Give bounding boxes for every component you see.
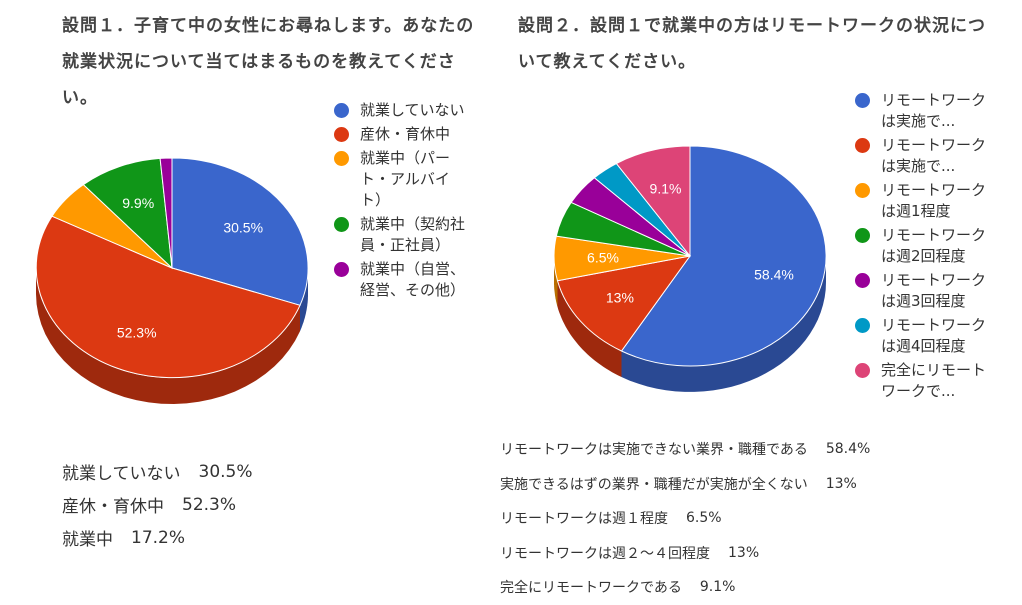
q1-summary-label: 就業していない — [62, 464, 181, 484]
q2-summary-label: 完全にリモートワークである — [500, 580, 682, 597]
q1-summary-row: 就業中 17.2% — [62, 521, 253, 554]
legend-1-swatch — [334, 127, 349, 142]
legend-2-label: リモートワークは週1程度 — [881, 181, 987, 220]
q2-summary-label: リモートワークは実施できない業界・職種である — [500, 442, 808, 459]
legend-2-swatch — [855, 363, 870, 378]
pie-1-side — [300, 268, 308, 332]
q1-summary: 就業していない 30.5% 産休・育休中 52.3% 就業中 17.2% — [62, 455, 253, 554]
pie-1-slice — [35, 215, 301, 379]
legend-2-swatch — [855, 93, 870, 108]
pie-2-side — [621, 256, 826, 392]
q2-summary-value: 13% — [825, 475, 857, 492]
pie-1-slice — [159, 157, 173, 269]
legend-1-item: 就業していない — [334, 100, 470, 121]
legend-2-item: リモートワークは週2回程度 — [855, 225, 995, 267]
q2-title: 設問２．設問１で就業中の方はリモートワークの状況について教えてください。 — [518, 16, 986, 72]
q1-legend: 就業していない 産休・育休中就業中（パート・アルバイト） 就業中（契約社員・正社員）… — [334, 100, 470, 304]
legend-2-label: リモートワークは実施で... — [881, 136, 987, 175]
legend-1-swatch — [334, 151, 349, 166]
legend-2-label: リモートワークは実施で... — [881, 91, 987, 130]
legend-2-swatch — [855, 273, 870, 288]
legend-1-item: 就業中（自営、経営、その他） — [334, 259, 470, 301]
pie-2-slice — [556, 255, 692, 352]
q2-summary-row: リモートワークは実施できない業界・職種である 58.4% — [500, 432, 870, 467]
q2-summary-value: 9.1% — [699, 579, 736, 596]
legend-1-label: 就業中（自営、経営、その他） — [360, 260, 466, 299]
legend-2-swatch — [855, 183, 870, 198]
legend-1-item: 就業中（パート・アルバイト） — [334, 148, 470, 211]
q1-summary-value: 17.2% — [131, 527, 186, 548]
legend-1-swatch — [334, 103, 349, 118]
q2-summary-row: リモートワークは週１程度 6.5% — [500, 501, 870, 536]
pie-1-slice — [171, 157, 309, 306]
pie-2-data-label: 6.5% — [587, 250, 619, 266]
pie-1-data-label: 9.9% — [122, 195, 154, 211]
q1-summary-row: 就業していない 30.5% — [62, 455, 253, 488]
pie-1-depth — [36, 268, 308, 404]
q2-summary: リモートワークは実施できない業界・職種である 58.4% 実施できるはずの業界・… — [500, 432, 870, 605]
legend-2-item: リモートワークは週4回程度 — [855, 315, 995, 357]
q1-summary-label: 産休・育休中 — [62, 497, 164, 517]
pie-1-slice — [82, 157, 173, 270]
legend-2-item: リモートワークは週3回程度 — [855, 270, 995, 312]
pie-1-data-label: 30.5% — [223, 220, 263, 236]
legend-1-swatch — [334, 262, 349, 277]
q2-summary-value: 58.4% — [825, 441, 871, 458]
legend-2-item: 完全にリモートワークで... — [855, 360, 995, 402]
q1-summary-value: 52.3% — [182, 494, 237, 515]
legend-2-label: リモートワークは週3回程度 — [881, 271, 987, 310]
legend-2-label: リモートワークは週4回程度 — [881, 316, 987, 355]
pie-1-side — [36, 268, 300, 404]
pie-2-side — [557, 280, 622, 377]
q2-legend: リモートワークは実施で... リモートワークは実施で... リモートワークは週1程度… — [855, 90, 995, 405]
pie-1-data-label: 52.3% — [117, 324, 157, 340]
legend-2-label: リモートワークは週2回程度 — [881, 226, 987, 265]
q1-summary-value: 30.5% — [198, 461, 253, 482]
q2-summary-value: 6.5% — [686, 510, 722, 527]
pie-2-data-label: 58.4% — [754, 266, 794, 282]
legend-1-item: 就業中（契約社員・正社員） — [334, 214, 470, 256]
legend-1-swatch — [334, 217, 349, 232]
pie-2-slice — [615, 145, 691, 258]
legend-1-item: 産休・育休中 — [334, 124, 470, 145]
q2-summary-row: 実施できるはずの業界・職種だが実施が全くない 13% — [500, 467, 870, 502]
q2-summary-label: 実施できるはずの業界・職種だが実施が全くない — [500, 476, 808, 493]
q1-summary-row: 産休・育休中 52.3% — [62, 488, 253, 521]
legend-2-item: リモートワークは実施で... — [855, 90, 995, 132]
legend-1-label: 就業中（パート・アルバイト） — [360, 149, 451, 209]
pie-2-data-label: 13% — [606, 290, 634, 306]
q2-summary-row: 完全にリモートワークである 9.1% — [500, 570, 870, 605]
legend-1-label: 産休・育休中 — [360, 125, 451, 143]
q2-summary-row: リモートワークは週２〜４回程度 13% — [500, 536, 870, 571]
q1-title: 設問１．子育て中の女性にお尋ねします。あなたの就業状況について当てはまるものを教… — [62, 16, 475, 108]
legend-2-swatch — [855, 138, 870, 153]
legend-1-label: 就業していない — [360, 101, 465, 119]
legend-2-label: 完全にリモートワークで... — [881, 361, 987, 400]
q2-summary-label: リモートワークは週１程度 — [500, 511, 668, 528]
legend-2-item: リモートワークは実施で... — [855, 135, 995, 177]
legend-2-item: リモートワークは週1程度 — [855, 180, 995, 222]
q2-summary-value: 13% — [728, 544, 760, 561]
pie-2-slice — [620, 145, 827, 367]
legend-1-label: 就業中（契約社員・正社員） — [360, 215, 466, 254]
legend-2-swatch — [855, 318, 870, 333]
q1-summary-label: 就業中 — [62, 530, 113, 550]
q2-summary-label: リモートワークは週２〜４回程度 — [500, 545, 710, 562]
legend-2-swatch — [855, 228, 870, 243]
pie-2-data-label: 9.1% — [650, 181, 682, 197]
